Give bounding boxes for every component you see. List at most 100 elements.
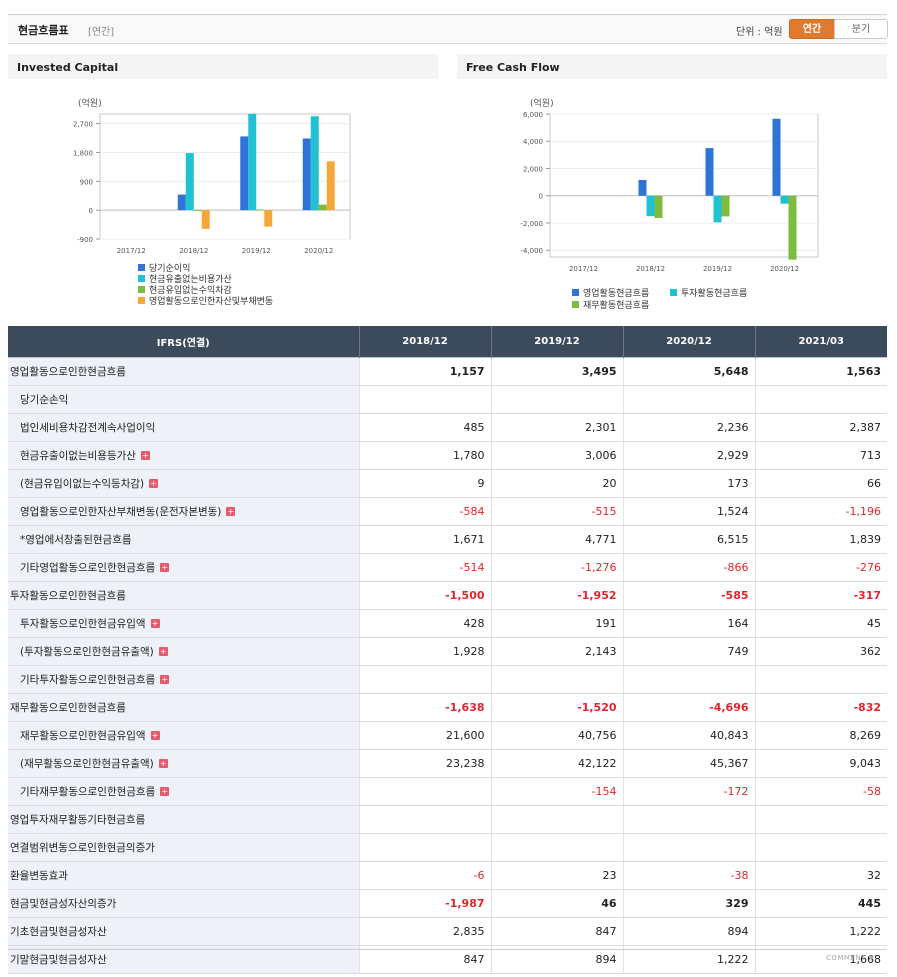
table-cell: -172 xyxy=(622,777,755,806)
table-cell: 8,269 xyxy=(754,721,887,750)
row-label-text: 투자활동으로인한현금흐름 xyxy=(10,590,126,602)
free_cash_flow-bar xyxy=(638,179,647,196)
table-row: 기타재무활동으로인한현금흐름 + -154 -172 -58 xyxy=(8,777,887,806)
table-cell: 2,143 xyxy=(490,637,623,666)
table-cell: 164 xyxy=(622,609,755,638)
table-cell: 4,771 xyxy=(490,525,623,554)
row-label: (재무활동으로인한현금유출액) + xyxy=(8,749,359,778)
table-cell: 713 xyxy=(754,441,887,470)
row-label-text: 기타재무활동으로인한현금흐름 xyxy=(20,786,156,798)
table-row: 당기순손익 xyxy=(8,385,887,414)
table-row: (투자활동으로인한현금유출액) +1,928 2,143 749 362 xyxy=(8,637,887,666)
invested_capital-bar xyxy=(318,204,327,211)
table-cell: 2,387 xyxy=(754,413,887,442)
row-label: 환율변동효과 xyxy=(8,861,359,890)
expand-plus-icon[interactable]: + xyxy=(158,647,168,656)
fcf-y-unit-label: (억원) xyxy=(530,97,554,109)
table-cell: 1,524 xyxy=(622,497,755,526)
table-cell xyxy=(754,385,887,414)
table-cell xyxy=(622,665,755,694)
table-cell xyxy=(358,777,491,806)
row-label: *영업에서창출된현금흐름 xyxy=(8,525,359,554)
row-label-text: 현금및현금성자산의증가 xyxy=(10,898,117,910)
table-row: 기타영업활동으로인한현금흐름 + -514 -1,276 -866 -276 xyxy=(8,553,887,582)
table-cell: 749 xyxy=(622,637,755,666)
invested_capital-x-tick-label: 2017/12 xyxy=(117,247,146,255)
expand-plus-icon[interactable]: + xyxy=(160,787,170,796)
table-row: *영업에서창출된현금흐름 1,671 4,771 6,515 1,839 xyxy=(8,525,887,554)
cashflow-table: IFRS(연결) 2018/12 2019/12 2020/12 2021/03… xyxy=(8,326,887,974)
invested_capital-bar xyxy=(240,136,249,211)
expand-plus-icon[interactable]: + xyxy=(150,731,160,740)
invested_capital-bar xyxy=(201,210,210,229)
table-cell: 6,515 xyxy=(622,525,755,554)
free_cash_flow-bar xyxy=(780,195,789,204)
table-row: (현금유입이없는수익등차감) +9 20 173 66 xyxy=(8,469,887,498)
row-label-text: (현금유입이없는수익등차감) xyxy=(20,478,145,490)
expand-plus-icon[interactable]: + xyxy=(226,507,236,516)
expand-plus-icon[interactable]: + xyxy=(160,563,170,572)
table-cell xyxy=(358,665,491,694)
table-cell: 40,843 xyxy=(622,721,755,750)
expand-plus-icon[interactable]: + xyxy=(150,619,160,628)
free_cash_flow-bar xyxy=(654,195,663,219)
table-cell xyxy=(358,805,491,834)
table-row: 환율변동효과 -6 23 -38 32 xyxy=(8,861,887,890)
table-cell xyxy=(754,665,887,694)
expand-plus-icon[interactable]: + xyxy=(158,759,168,768)
invested_capital-legend-swatch xyxy=(138,286,145,293)
table-cell: -514 xyxy=(358,553,491,582)
table-cell xyxy=(622,833,755,862)
expand-plus-icon[interactable]: + xyxy=(140,451,150,460)
invested_capital-x-tick-label: 2020/12 xyxy=(304,247,333,255)
table-cell: 1,157 xyxy=(358,357,491,386)
invested_capital-y-tick-label: -900 xyxy=(77,236,93,244)
page-title: 현금흐름표 xyxy=(18,24,69,37)
invested_capital-bar xyxy=(326,161,335,211)
table-cell xyxy=(490,665,623,694)
quarter-toggle-button[interactable]: 분기 xyxy=(834,19,888,39)
free_cash_flow-bar xyxy=(788,195,797,260)
expand-plus-icon[interactable]: + xyxy=(149,479,159,488)
invested-capital-chart: (억원) 2,700 1,800 900 0 -900 2017/12 2018/12 20… xyxy=(73,97,351,307)
invested_capital-x-tick-label: 2019/12 xyxy=(242,247,271,255)
table-cell: -4,696 xyxy=(622,693,755,722)
table-cell xyxy=(754,833,887,862)
expand-plus-icon[interactable]: + xyxy=(160,675,170,684)
table-row: 현금및현금성자산의증가 -1,987 46 329 445 xyxy=(8,889,887,918)
annual-toggle-button[interactable]: 연간 xyxy=(789,19,835,39)
table-row: 투자활동으로인한현금유입액 +428 191 164 45 xyxy=(8,609,887,638)
table-cell xyxy=(490,805,623,834)
row-label-text: (투자활동으로인한현금유출액) xyxy=(20,646,154,658)
comment-toggle[interactable]: COMMENT ▼ xyxy=(826,954,875,962)
table-cell: 2,835 xyxy=(358,917,491,946)
row-label-text: 법인세비용차감전계속사업이익 xyxy=(20,422,156,434)
free_cash_flow-legend-label: 영업활동현금흐름 xyxy=(583,287,649,299)
table-cell: 362 xyxy=(754,637,887,666)
invested_capital-bar xyxy=(193,209,202,211)
table-row: 재무활동으로인한현금유입액 +21,600 40,756 40,843 8,269 xyxy=(8,721,887,750)
table-cell: 1,928 xyxy=(358,637,491,666)
table-cell: -1,500 xyxy=(358,581,491,610)
table-cell: -585 xyxy=(622,581,755,610)
free_cash_flow-x-tick-label: 2020/12 xyxy=(770,265,799,273)
invested_capital-legend-label: 현금유입없는수익차감 xyxy=(149,284,232,296)
row-label: 재무활동으로인한현금흐름 xyxy=(8,693,359,722)
invested_capital-bar xyxy=(264,210,273,227)
free-cash-flow-heading: Free Cash Flow xyxy=(457,54,887,79)
table-row: 영업활동으로인한현금흐름 1,157 3,495 5,648 1,563 xyxy=(8,357,887,386)
free_cash_flow-bar xyxy=(721,195,730,217)
table-cell: 21,600 xyxy=(358,721,491,750)
table-cell xyxy=(622,385,755,414)
table-cell: 191 xyxy=(490,609,623,638)
table-cell: -1,520 xyxy=(490,693,623,722)
column-header: 2018/12 xyxy=(358,326,491,358)
table-cell: -1,638 xyxy=(358,693,491,722)
row-label: 연결범위변동으로인한현금의증가 xyxy=(8,833,359,862)
table-cell: -866 xyxy=(622,553,755,582)
row-label: 기초현금및현금성자산 xyxy=(8,917,359,946)
row-label-text: 기말현금및현금성자산 xyxy=(10,954,107,966)
invested-capital-heading: Invested Capital xyxy=(8,54,438,79)
table-cell: 2,929 xyxy=(622,441,755,470)
free_cash_flow-bar xyxy=(705,148,714,196)
